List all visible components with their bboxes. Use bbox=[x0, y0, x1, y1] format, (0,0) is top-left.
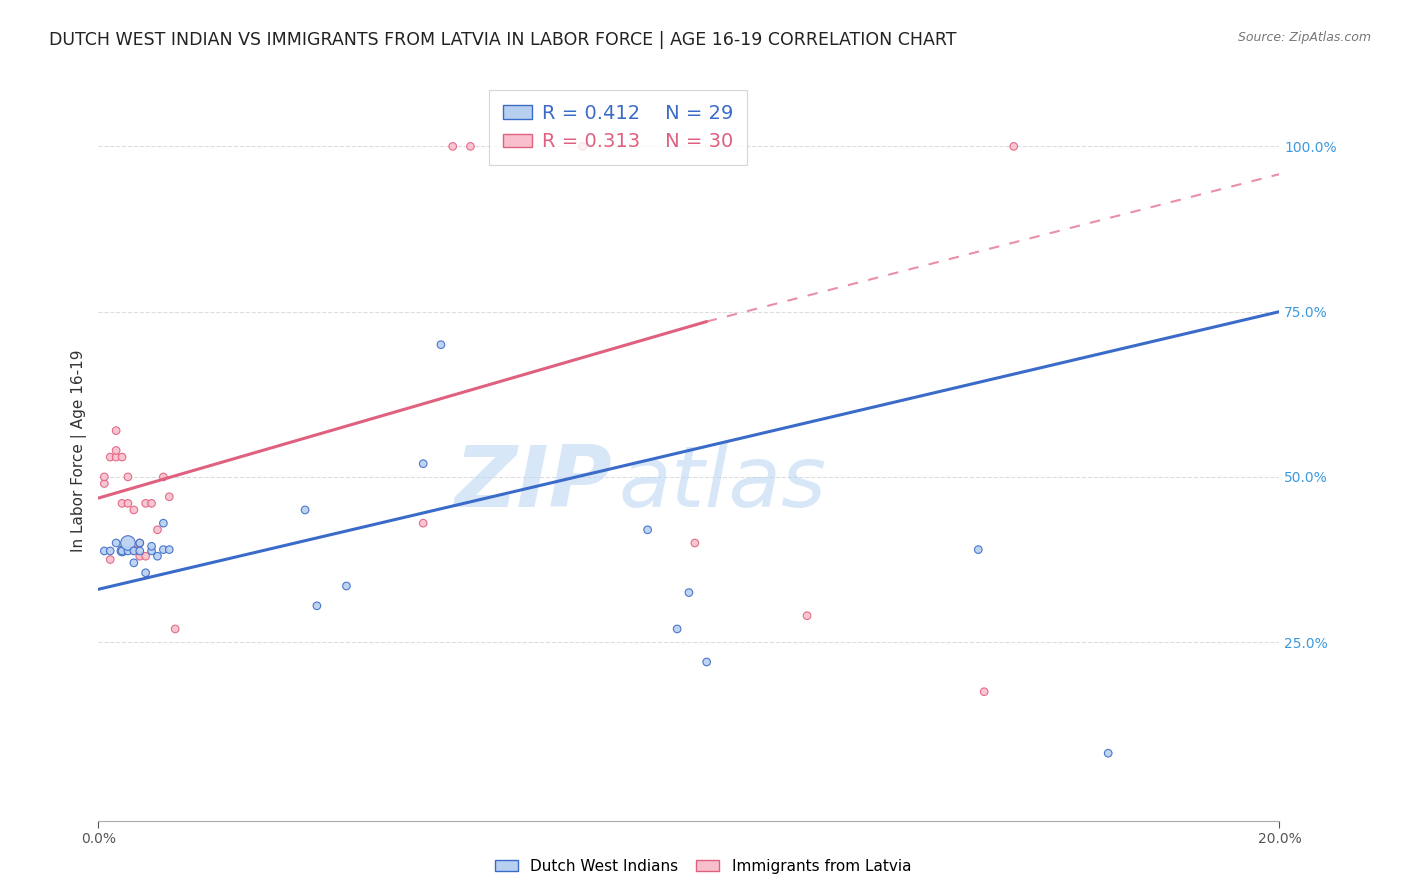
Point bbox=[796, 608, 818, 623]
Point bbox=[1002, 139, 1025, 153]
Point bbox=[122, 503, 145, 517]
Point bbox=[111, 544, 134, 558]
Point bbox=[105, 443, 128, 458]
Point bbox=[141, 539, 163, 553]
Point bbox=[128, 536, 150, 550]
Point bbox=[152, 470, 174, 484]
Point bbox=[683, 536, 706, 550]
Point bbox=[105, 450, 128, 464]
Point bbox=[294, 503, 316, 517]
Point bbox=[135, 566, 157, 580]
Point bbox=[157, 490, 180, 504]
Point bbox=[157, 542, 180, 557]
Point bbox=[412, 457, 434, 471]
Point bbox=[973, 684, 995, 698]
Point bbox=[93, 544, 115, 558]
Legend: R = 0.412    N = 29, R = 0.313    N = 30: R = 0.412 N = 29, R = 0.313 N = 30 bbox=[489, 90, 747, 165]
Point bbox=[152, 542, 174, 557]
Point bbox=[412, 516, 434, 531]
Point bbox=[122, 544, 145, 558]
Point bbox=[117, 544, 139, 558]
Point bbox=[305, 599, 328, 613]
Point bbox=[141, 496, 163, 510]
Point bbox=[111, 496, 134, 510]
Point bbox=[165, 622, 187, 636]
Point bbox=[105, 536, 128, 550]
Point bbox=[93, 470, 115, 484]
Point bbox=[335, 579, 357, 593]
Point bbox=[146, 549, 169, 564]
Point bbox=[98, 544, 121, 558]
Point bbox=[441, 139, 464, 153]
Point bbox=[967, 542, 990, 557]
Text: DUTCH WEST INDIAN VS IMMIGRANTS FROM LATVIA IN LABOR FORCE | AGE 16-19 CORRELATI: DUTCH WEST INDIAN VS IMMIGRANTS FROM LAT… bbox=[49, 31, 956, 49]
Point bbox=[571, 139, 593, 153]
Point bbox=[152, 516, 174, 531]
Point bbox=[141, 544, 163, 558]
Point bbox=[105, 424, 128, 438]
Point bbox=[117, 470, 139, 484]
Point bbox=[678, 585, 700, 599]
Point bbox=[430, 337, 453, 351]
Point bbox=[111, 544, 134, 558]
Text: ZIP: ZIP bbox=[454, 442, 612, 525]
Legend: Dutch West Indians, Immigrants from Latvia: Dutch West Indians, Immigrants from Latv… bbox=[489, 853, 917, 880]
Point bbox=[98, 552, 121, 566]
Point bbox=[111, 450, 134, 464]
Point bbox=[666, 622, 689, 636]
Point bbox=[98, 450, 121, 464]
Point bbox=[122, 556, 145, 570]
Point bbox=[1097, 746, 1119, 760]
Y-axis label: In Labor Force | Age 16-19: In Labor Force | Age 16-19 bbox=[72, 349, 87, 552]
Point bbox=[460, 139, 482, 153]
Point bbox=[117, 536, 139, 550]
Point bbox=[117, 496, 139, 510]
Point bbox=[637, 523, 659, 537]
Point bbox=[128, 536, 150, 550]
Point bbox=[128, 544, 150, 558]
Point bbox=[128, 549, 150, 564]
Text: Source: ZipAtlas.com: Source: ZipAtlas.com bbox=[1237, 31, 1371, 45]
Point bbox=[135, 549, 157, 564]
Point bbox=[696, 655, 718, 669]
Text: atlas: atlas bbox=[619, 442, 827, 525]
Point bbox=[93, 476, 115, 491]
Point bbox=[146, 523, 169, 537]
Point bbox=[122, 542, 145, 557]
Point bbox=[135, 496, 157, 510]
